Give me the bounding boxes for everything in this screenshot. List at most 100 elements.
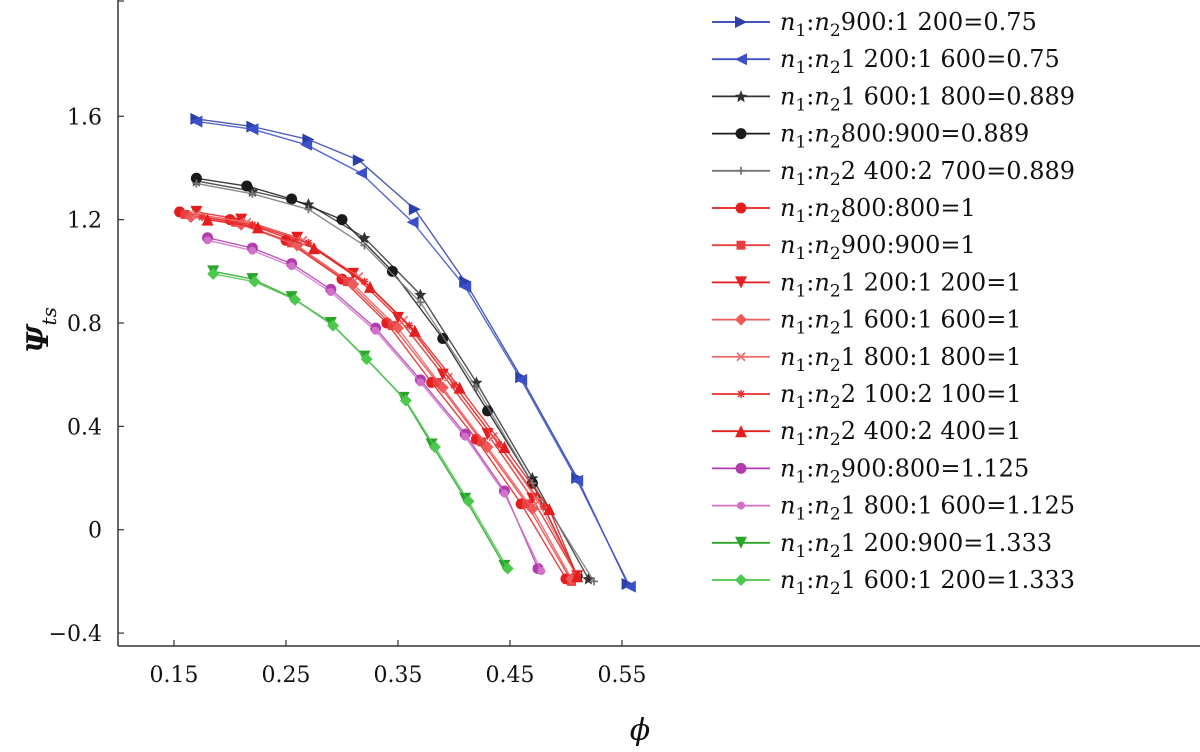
series-14	[203, 236, 546, 576]
legend-label: n1:n21 600:1 200=1.333	[780, 566, 1075, 599]
legend-marker	[735, 536, 747, 549]
data-point	[252, 221, 264, 234]
legend-item: n1:n2800:900=0.889	[712, 120, 1029, 153]
data-point	[360, 241, 369, 250]
data-point	[590, 577, 598, 586]
data-point	[248, 220, 257, 229]
x-tick-label: 0.45	[486, 663, 535, 688]
data-point	[539, 502, 548, 511]
legend-item: n1:n22 100:2 100=1	[712, 380, 1022, 413]
legend-item: n1:n2800:800=1	[712, 194, 976, 227]
data-point	[201, 213, 214, 226]
data-point	[286, 193, 298, 205]
data-point	[246, 123, 259, 136]
data-point	[326, 287, 335, 296]
data-point	[501, 562, 514, 575]
legend-label: n1:n21 800:1 600=1.125	[780, 492, 1075, 525]
data-point	[355, 167, 368, 180]
data-point	[459, 275, 472, 288]
data-point	[408, 324, 421, 337]
legend-label: n1:n21 200:1 600=0.75	[780, 45, 1060, 78]
data-point	[190, 172, 202, 184]
data-point	[416, 378, 425, 387]
data-point	[436, 368, 449, 381]
y-tick-label: −0.4	[49, 622, 102, 647]
legend-label: n1:n2800:900=0.889	[780, 120, 1029, 153]
legend-marker	[735, 462, 747, 474]
data-point	[343, 277, 353, 287]
data-point	[203, 236, 212, 245]
legend-marker	[735, 425, 747, 438]
data-point	[386, 265, 398, 277]
x-tick-label: 0.55	[598, 663, 647, 688]
data-point	[494, 440, 503, 449]
legend-marker	[735, 574, 747, 586]
legend-item: n1:n2900:1 200=0.75	[712, 8, 1037, 41]
data-point	[248, 189, 257, 198]
data-point	[481, 428, 494, 441]
y-tick-label: 1.2	[67, 209, 102, 234]
data-point	[336, 214, 348, 226]
data-point	[414, 288, 427, 301]
data-point	[500, 489, 509, 498]
data-point	[360, 353, 373, 366]
legend-label: n1:n21 200:1 200=1	[780, 268, 1022, 301]
x-axis-ticks: 0.15 0.25 0.35 0.45 0.55	[150, 640, 647, 688]
legend-marker	[736, 352, 746, 362]
legend-label: n1:n22 400:2 400=1	[780, 417, 1022, 450]
data-point	[462, 495, 475, 508]
data-point	[308, 242, 320, 255]
legend-label: n1:n21 600:1 600=1	[780, 306, 1022, 339]
data-point	[459, 280, 472, 293]
data-point	[392, 311, 404, 324]
legend-item: n1:n2900:800=1.125	[712, 454, 1029, 487]
data-point	[198, 213, 206, 222]
data-point	[408, 203, 421, 216]
data-point	[360, 277, 369, 286]
legend-label: n1:n21 800:1 800=1	[780, 343, 1022, 376]
data-point	[304, 238, 313, 247]
x-tick-label: 0.15	[150, 663, 199, 688]
series-line	[196, 182, 595, 582]
legend-marker	[735, 16, 747, 28]
data-point	[571, 474, 584, 487]
data-point	[537, 567, 546, 576]
data-point	[358, 231, 371, 244]
data-point	[416, 298, 425, 307]
legend-item: n1:n21 200:1 600=0.75	[712, 45, 1060, 78]
series-12	[201, 213, 584, 583]
data-point	[406, 216, 419, 229]
data-point	[352, 154, 365, 167]
y-tick-label: 0.4	[67, 415, 102, 440]
legend: n1:n2900:1 200=0.75 n1:n21 200:1 600=0.75…	[712, 8, 1075, 599]
data-point	[287, 262, 296, 271]
legend-label: n1:n2900:1 200=0.75	[780, 8, 1037, 41]
x-tick-label: 0.35	[374, 663, 423, 688]
data-point	[364, 280, 376, 293]
data-point	[399, 394, 412, 407]
legend-marker	[735, 90, 747, 103]
data-point	[482, 405, 494, 417]
y-axis-title-sub: ts	[37, 307, 61, 325]
data-point	[461, 432, 470, 441]
legend-item: n1:n21 200:1 200=1	[712, 268, 1022, 301]
data-point	[190, 205, 203, 218]
data-point	[304, 205, 313, 214]
data-point	[327, 319, 340, 332]
legend-label: n1:n21 600:1 800=0.889	[780, 82, 1075, 115]
data-point	[481, 441, 494, 454]
legend-item: n1:n21 200:900=1.333	[712, 529, 1052, 562]
data-point	[248, 246, 257, 255]
legend-marker	[735, 128, 747, 140]
legend-item: n1:n21 800:1 800=1	[712, 343, 1022, 376]
legend-label: n1:n21 200:900=1.333	[780, 529, 1052, 562]
data-point	[428, 441, 441, 454]
legend-item: n1:n2900:900=1	[712, 231, 976, 264]
x-axis-title: ϕ	[630, 713, 650, 748]
plot-area	[118, 0, 1200, 646]
data-point	[472, 383, 481, 392]
legend-item: n1:n21 800:1 600=1.125	[712, 492, 1075, 525]
legend-marker	[737, 501, 745, 510]
data-point	[436, 381, 449, 394]
